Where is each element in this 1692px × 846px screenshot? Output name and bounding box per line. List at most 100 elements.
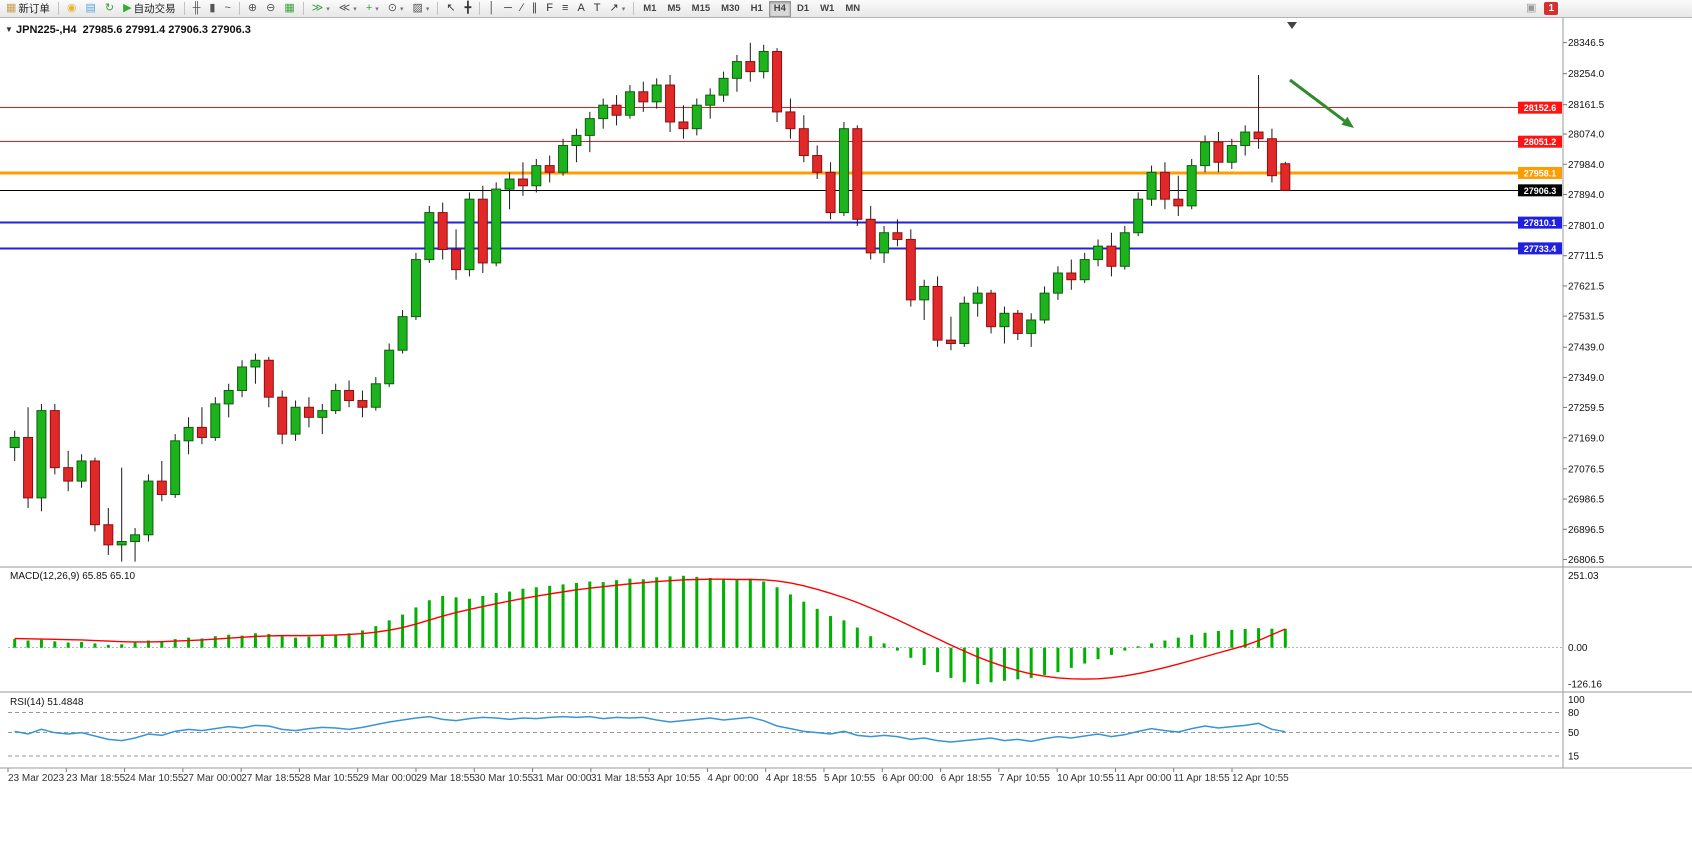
chart-canvas[interactable]: 28346.5 28254.0 28161.5 28074.0 27984.0 27894… (0, 18, 1692, 846)
rsi-indicator-label: RSI(14) 51.4848 (10, 697, 84, 708)
macd-indicator-label: MACD(12,26,9) 65.85 65.10 (10, 571, 136, 582)
timeframe-d1-button[interactable]: D1 (792, 1, 814, 17)
x-axis-label: 24 Mar 10:55 (125, 773, 184, 784)
autoscroll-button[interactable]: ≫ ▾ (308, 1, 334, 17)
dropdown-arrow-icon: ▾ (425, 5, 430, 13)
candle-body (317, 410, 328, 418)
chart-shift-button[interactable]: ≪ ▾ (335, 1, 361, 17)
arrows-button[interactable]: ↗ ▾ (606, 1, 630, 17)
candle-body (1119, 232, 1130, 267)
x-axis-label: 7 Apr 10:55 (999, 773, 1051, 784)
price-level-box-label: 27906.3 (1524, 186, 1557, 196)
vertical-line-button[interactable]: │ (484, 1, 499, 17)
candlestick-chart-button[interactable]: ▮ (205, 1, 219, 17)
candle-body (290, 406, 301, 435)
candle-body (223, 389, 234, 405)
chart-shift-icon: ≪ (338, 2, 351, 14)
toolbar-separator (183, 2, 185, 15)
candle-body (558, 144, 569, 173)
crosshair-button[interactable]: ╋ (461, 1, 476, 17)
timeframe-m5-button[interactable]: M5 (662, 1, 685, 17)
candle-body (1159, 171, 1170, 200)
candle-body (1039, 292, 1050, 321)
zoom-out-button[interactable]: ⊖ (262, 1, 279, 17)
timeframe-h4-button[interactable]: H4 (768, 0, 791, 17)
candle-body (611, 104, 622, 116)
timeframe-w1-button[interactable]: W1 (815, 1, 839, 17)
candle-body (344, 389, 355, 402)
periods-icon: ⊙ (387, 2, 397, 14)
candle-body (116, 541, 127, 546)
x-axis-label: 31 Mar 00:00 (533, 773, 592, 784)
candle-body (798, 128, 809, 157)
candle-body (986, 292, 997, 328)
line-chart-button[interactable]: ~ (220, 1, 234, 17)
zoom-in-button[interactable]: ⊕ (244, 1, 261, 17)
price-level-box (1518, 166, 1562, 179)
timeframe-mn-button[interactable]: MN (840, 1, 865, 17)
signals-button[interactable]: ◉ (63, 1, 81, 17)
x-axis-label: 30 Mar 10:55 (474, 773, 533, 784)
autoscroll-icon: ≫ (311, 2, 324, 14)
y-axis-label: 26806.5 (1568, 555, 1605, 566)
zoom-in-icon: ⊕ (247, 2, 258, 14)
tile-windows-button[interactable]: ▦ (280, 1, 298, 17)
refresh-button[interactable]: ↻ (101, 1, 118, 17)
rsi-axis-label: 100 (1568, 695, 1585, 706)
candle-body (424, 212, 435, 261)
timeframe-h1-button[interactable]: H1 (746, 1, 768, 17)
candle-body (156, 480, 167, 496)
candle-body (143, 480, 154, 536)
candle-body (410, 259, 421, 318)
candle-body (23, 436, 34, 499)
candle-body (237, 366, 248, 391)
periods-button[interactable]: ⊙ ▾ (384, 1, 408, 17)
trendline-button[interactable]: ∕ (517, 1, 527, 17)
macd-axis-label: 0.00 (1568, 643, 1588, 654)
timeframe-m15-button[interactable]: M15 (687, 1, 715, 17)
timeframe-m1-button[interactable]: M1 (638, 1, 661, 17)
candle-body (785, 111, 796, 130)
main-chart-panel (0, 22, 1562, 562)
indicators-button[interactable]: + ▾ (362, 1, 383, 17)
candle-body (865, 218, 876, 254)
y-axis-label: 28346.5 (1568, 38, 1605, 49)
autotrade-button[interactable]: ▶ 自动交易 (119, 1, 179, 17)
refresh-icon: ↻ (104, 2, 115, 14)
chart-shift-marker-icon[interactable] (1287, 22, 1297, 29)
new-order-button[interactable]: ▦ 新订单 (2, 1, 54, 17)
candle-body (745, 61, 756, 73)
cursor-button[interactable]: ↖ (442, 1, 459, 17)
candle-body (303, 406, 314, 418)
candle-body (812, 155, 823, 173)
timeframe-m30-button[interactable]: M30 (716, 1, 744, 17)
candle-body (250, 359, 261, 368)
candle-body (130, 534, 141, 543)
autotrade-icon: ▶ (123, 2, 132, 14)
templates-button[interactable]: ▨ ▾ (409, 1, 434, 17)
trendline-icon: ∕ (520, 2, 523, 14)
signals-icon: ◉ (66, 2, 77, 14)
text-button[interactable]: A (573, 1, 588, 17)
alert-badge[interactable]: 1 (1544, 2, 1558, 15)
notifications-button[interactable]: ▣ (1522, 1, 1540, 17)
market-button[interactable]: ▤ (82, 1, 100, 17)
label-button[interactable]: T (590, 1, 605, 17)
arrow-annotation[interactable] (1289, 78, 1346, 123)
horizontal-line-button[interactable]: ─ (500, 1, 516, 17)
y-axis-label: 28254.0 (1568, 69, 1605, 80)
candle-body (183, 426, 194, 442)
shapes-button[interactable]: ≡ (558, 1, 572, 17)
candle-body (277, 396, 288, 435)
chart-title: JPN225-,H4 27985.6 27991.4 27906.3 27906… (16, 24, 251, 36)
new-order-button-label: 新订单 (18, 3, 50, 15)
candle-body (1186, 165, 1197, 207)
candle-body (1240, 131, 1251, 146)
bar-chart-button[interactable]: ╫ (189, 1, 205, 17)
channel-button[interactable]: ∥ (528, 1, 542, 17)
new-order-icon: ▦ (6, 2, 17, 14)
symbol-dropdown-icon[interactable]: ▼ (5, 25, 13, 34)
candle-body (491, 188, 502, 264)
x-axis-label: 29 Mar 00:00 (358, 773, 417, 784)
fibonacci-button[interactable]: F (542, 1, 557, 17)
